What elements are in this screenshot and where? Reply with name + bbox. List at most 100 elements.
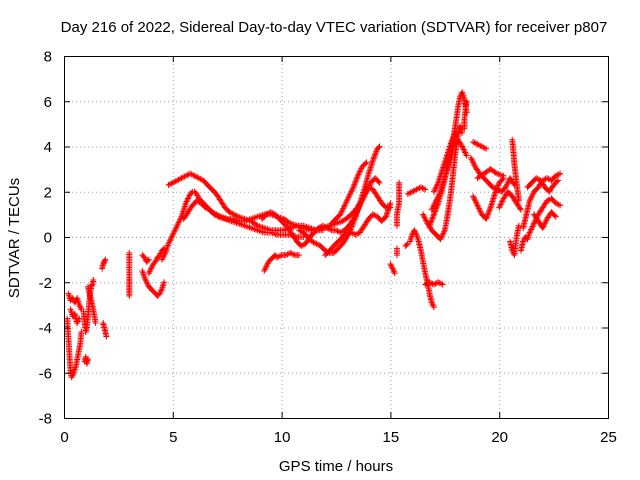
y-tick-label: 6: [44, 94, 52, 111]
data-point: [277, 252, 284, 259]
data-point: [463, 98, 470, 105]
data-point: [102, 256, 109, 263]
y-tick-label: 2: [44, 184, 52, 201]
data-point: [481, 145, 488, 152]
data-point: [342, 230, 349, 237]
data-point: [430, 211, 437, 218]
data-point: [557, 202, 564, 209]
data-point: [90, 276, 97, 283]
data-point: [428, 218, 435, 225]
y-tick-label: 8: [44, 49, 52, 66]
data-point: [493, 186, 500, 193]
data-point: [553, 178, 560, 185]
data-point: [161, 279, 168, 286]
data-point: [372, 150, 379, 157]
data-point: [420, 185, 427, 192]
data-point: [145, 256, 152, 263]
data-point: [431, 209, 438, 216]
data-point: [403, 241, 410, 248]
data-point: [517, 206, 524, 213]
data-point: [296, 252, 303, 259]
data-point: [515, 197, 522, 204]
data-point: [285, 219, 292, 226]
y-tick-label: -6: [39, 365, 52, 382]
data-point: [350, 219, 357, 226]
data-point: [555, 201, 562, 208]
data-point: [375, 178, 382, 185]
data-point: [375, 144, 382, 151]
data-point: [492, 188, 499, 195]
data-point: [427, 219, 434, 226]
data-point: [429, 215, 436, 222]
data-point: [233, 212, 240, 219]
data-point: [288, 250, 295, 257]
data-point: [427, 221, 434, 228]
x-tick-label: 15: [383, 429, 400, 446]
data-point: [327, 226, 334, 233]
data-point: [484, 213, 491, 220]
data-point: [555, 171, 562, 178]
data-point: [214, 212, 221, 219]
y-tick-label: -8: [39, 411, 52, 428]
y-tick-label: 0: [44, 230, 52, 247]
data-point: [370, 155, 377, 162]
axis-ticks: 0 5 10 15 20 25 -8 -6 -4 -2 0 2 4 6 8: [39, 49, 617, 447]
data-point: [373, 148, 380, 155]
data-point: [362, 160, 369, 167]
x-tick-label: 5: [169, 429, 177, 446]
data-point: [349, 222, 356, 229]
data-point: [426, 222, 433, 229]
y-tick-label: -2: [39, 275, 52, 292]
data-point: [491, 191, 498, 198]
data-point: [348, 223, 355, 230]
data-point: [485, 208, 492, 215]
data-point: [334, 227, 341, 234]
data-point: [422, 186, 429, 193]
data-point: [376, 179, 383, 186]
data-point: [352, 178, 359, 185]
data-point: [484, 211, 491, 218]
data-point: [349, 220, 356, 227]
data-point: [483, 145, 490, 152]
data-point: [351, 181, 358, 188]
data-point: [554, 177, 561, 184]
data-point: [500, 172, 507, 179]
x-tick-label: 20: [491, 429, 508, 446]
data-point: [483, 215, 490, 222]
data-point: [492, 169, 499, 176]
data-point: [352, 179, 359, 186]
data-point: [354, 174, 361, 181]
x-tick-label: 25: [600, 429, 617, 446]
data-point: [353, 175, 360, 182]
y-tick-label: -4: [39, 320, 52, 337]
data-point: [430, 304, 437, 311]
data-point: [552, 213, 559, 220]
data-point: [485, 210, 492, 217]
data-point: [393, 252, 400, 259]
data-point: [430, 212, 437, 219]
y-tick-label: 4: [44, 139, 52, 156]
data-point: [557, 170, 564, 177]
data-point: [350, 217, 357, 224]
y-axis-label: SDTVAR / TECUs: [6, 178, 23, 298]
data-point: [432, 208, 439, 215]
data-point: [459, 129, 466, 136]
data-point: [483, 214, 490, 221]
data-point: [351, 216, 358, 223]
data-point: [463, 152, 470, 159]
data-point: [517, 205, 524, 212]
data-point: [452, 129, 459, 136]
data-point: [387, 200, 394, 207]
chart-title: Day 216 of 2022, Sidereal Day-to-day VTE…: [61, 19, 608, 36]
data-point: [88, 282, 95, 289]
data-point: [439, 281, 446, 288]
data-point: [290, 251, 297, 258]
data-point: [486, 206, 493, 213]
data-point: [92, 319, 99, 326]
data-point: [438, 280, 445, 287]
data-point: [419, 184, 426, 191]
data-point: [551, 212, 558, 219]
x-tick-label: 10: [274, 429, 291, 446]
data-point: [126, 292, 133, 299]
